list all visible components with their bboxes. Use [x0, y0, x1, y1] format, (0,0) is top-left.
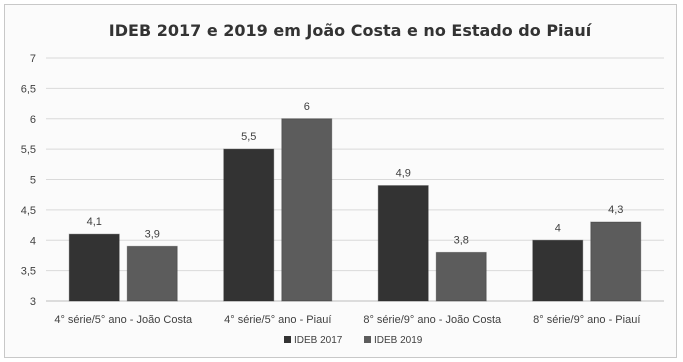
data-label: 4,3 [608, 204, 623, 216]
data-label: 6 [304, 101, 310, 113]
bar-ideb-2017 [68, 233, 120, 302]
x-tick-label: 4° série/5° ano - Piauí [224, 314, 331, 326]
bar-ideb-2019 [435, 251, 487, 302]
y-axis-ticks: 3 3,5 4 4,5 5 5,5 6 6,5 7 [21, 53, 36, 308]
bar-ideb-2017 [223, 148, 275, 302]
y-tick-label: 4,5 [21, 205, 36, 217]
data-label: 4 [555, 222, 561, 234]
y-tick-label: 5 [30, 175, 36, 187]
legend-swatch [364, 336, 371, 343]
y-tick-label: 3 [30, 296, 36, 308]
data-labels: 4,1 3,9 5,5 6 4,9 3,8 4 4,3 [87, 101, 624, 247]
x-tick-label: 8° série/9° ano - Piauí [533, 314, 640, 326]
legend-label: IDEB 2019 [374, 335, 423, 346]
data-label: 4,9 [396, 168, 411, 180]
bar-ideb-2017 [532, 239, 584, 302]
legend: IDEB 2017 IDEB 2019 [284, 335, 423, 346]
bar-ideb-2019 [126, 245, 178, 302]
data-label: 4,1 [87, 216, 102, 228]
legend-label: IDEB 2017 [294, 335, 343, 346]
x-tick-label: 8° série/9° ano - João Costa [363, 314, 502, 326]
bar-ideb-2017 [377, 185, 429, 302]
y-tick-label: 5,5 [21, 144, 36, 156]
legend-swatch [284, 336, 291, 343]
data-label: 3,8 [454, 234, 469, 246]
y-tick-label: 3,5 [21, 266, 36, 278]
data-label: 5,5 [241, 131, 256, 143]
x-tick-label: 4° série/5° ano - João Costa [54, 314, 193, 326]
bar-ideb-2019 [590, 221, 642, 302]
chart-title: IDEB 2017 e 2019 em João Costa e no Esta… [109, 21, 593, 40]
y-tick-label: 6,5 [21, 83, 36, 95]
data-label: 3,9 [145, 228, 160, 240]
bar-ideb-2019 [281, 118, 333, 302]
y-tick-label: 6 [30, 114, 36, 126]
y-tick-label: 7 [30, 53, 36, 65]
y-tick-label: 4 [30, 235, 36, 247]
x-axis-ticks: 4° série/5° ano - João Costa 4° série/5° … [54, 314, 640, 326]
bars [68, 118, 642, 302]
